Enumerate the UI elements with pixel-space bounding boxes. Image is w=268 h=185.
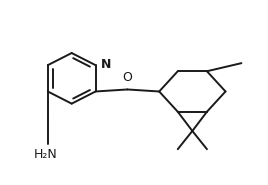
Text: O: O <box>122 71 132 84</box>
Text: H₂N: H₂N <box>33 148 57 161</box>
Text: N: N <box>101 58 111 71</box>
